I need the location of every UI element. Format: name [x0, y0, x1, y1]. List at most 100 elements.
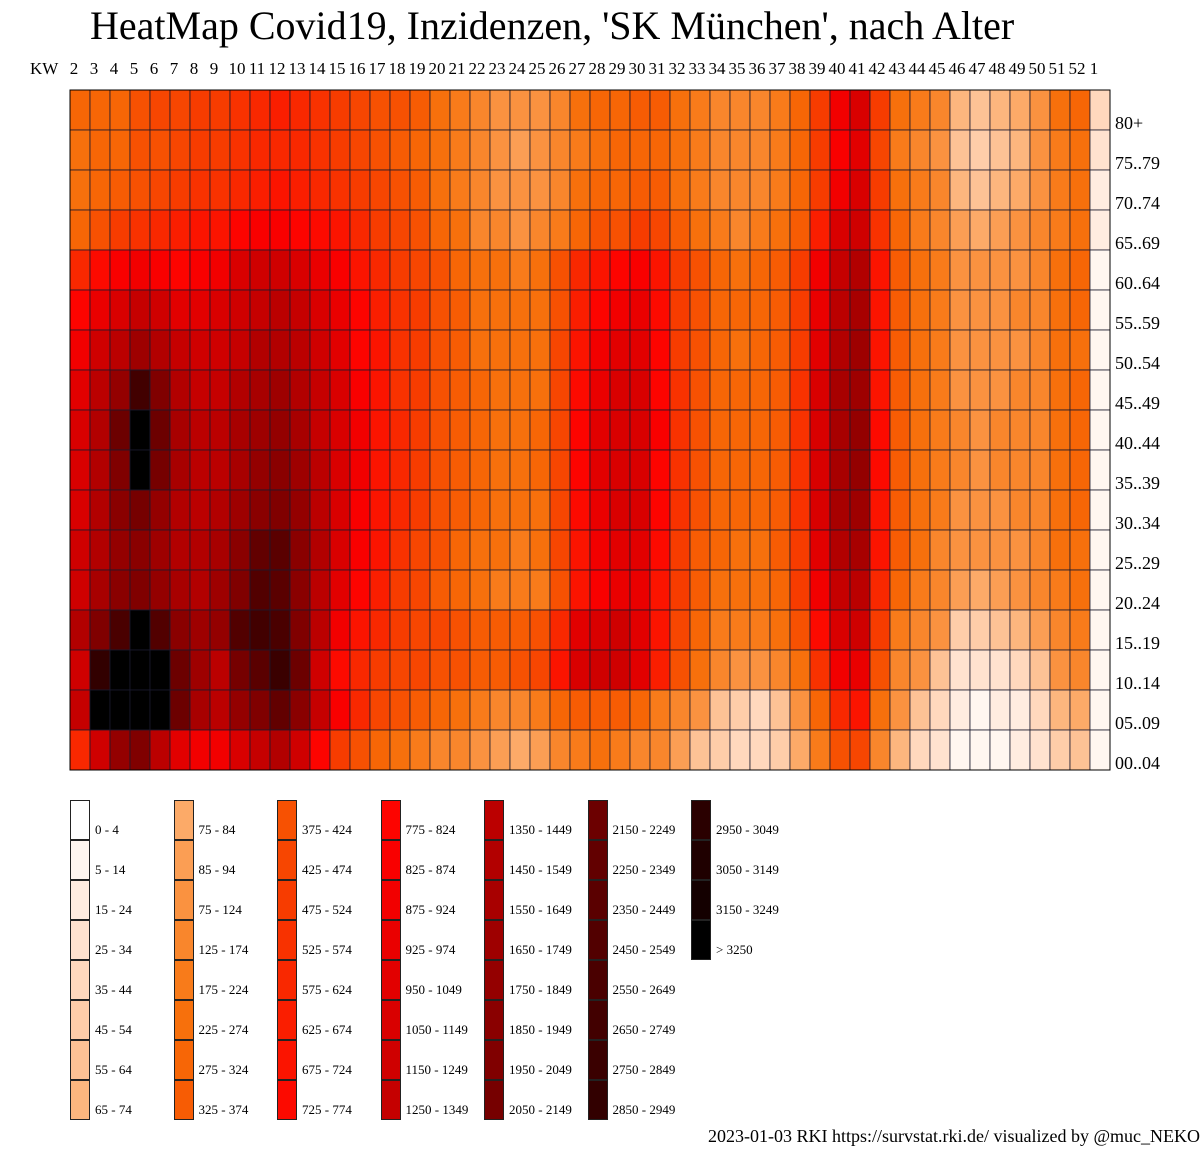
heatmap-cell — [809, 609, 831, 651]
legend-swatch — [173, 1040, 194, 1080]
heatmap-cell — [849, 729, 871, 771]
heatmap-cell — [1009, 569, 1031, 611]
heatmap-cell — [629, 449, 651, 491]
heatmap-cell — [909, 409, 931, 451]
legend-swatch — [484, 960, 504, 1000]
heatmap-cell — [529, 209, 551, 251]
legend-label: 0 - 4 — [95, 822, 119, 837]
week-tick-label: 35 — [728, 59, 746, 78]
heatmap-cell — [1029, 289, 1051, 331]
heatmap-cell — [789, 169, 811, 211]
heatmap-cell — [889, 289, 911, 331]
heatmap-cell — [949, 689, 971, 731]
heatmap-cell — [1069, 209, 1091, 251]
heatmap-cell — [329, 289, 351, 331]
heatmap-cell — [709, 649, 731, 691]
heatmap-cell — [529, 609, 551, 651]
heatmap-cell — [709, 729, 731, 771]
heatmap-cell — [609, 409, 631, 451]
week-tick-label: 28 — [588, 59, 606, 78]
heatmap-cell — [289, 529, 311, 571]
heatmap-cell — [869, 249, 891, 291]
heatmap-cell — [509, 689, 531, 731]
heatmap-cell — [1029, 489, 1051, 531]
heatmap-cell — [1089, 209, 1111, 251]
heatmap-cell — [289, 249, 311, 291]
heatmap-cell — [469, 489, 491, 531]
heatmap-cell — [89, 369, 111, 411]
heatmap-cell — [569, 489, 591, 531]
heatmap-cell — [1069, 529, 1091, 571]
heatmap-cell — [529, 289, 551, 331]
legend-label: 2350 - 2449 — [612, 902, 676, 917]
heatmap-cell — [569, 409, 591, 451]
heatmap-cell — [649, 449, 671, 491]
heatmap-cell — [169, 409, 191, 451]
heatmap-cell — [529, 689, 551, 731]
heatmap-cell — [369, 449, 391, 491]
heatmap-cell — [369, 169, 391, 211]
heatmap-cell — [629, 369, 651, 411]
heatmap-cell — [849, 329, 871, 371]
heatmap-cell — [89, 609, 111, 651]
week-tick-label: 19 — [408, 59, 426, 78]
heatmap-cell — [289, 369, 311, 411]
heatmap-cell — [949, 569, 971, 611]
heatmap-cell — [509, 529, 531, 571]
legend-swatch — [173, 960, 194, 1000]
heatmap-cell — [389, 289, 411, 331]
heatmap-cell — [569, 129, 591, 171]
week-tick-label: 37 — [768, 59, 786, 78]
heatmap-cell — [549, 489, 571, 531]
heatmap-cell — [669, 369, 691, 411]
heatmap-cell — [1089, 489, 1111, 531]
heatmap-cell — [389, 609, 411, 651]
week-tick-label: 17 — [368, 59, 386, 78]
heatmap-cell — [489, 89, 511, 131]
heatmap-cell — [349, 129, 371, 171]
week-tick-label: 14 — [308, 59, 326, 78]
heatmap-cell — [709, 249, 731, 291]
week-tick-label: 3 — [89, 59, 99, 78]
week-tick-label: 39 — [808, 59, 826, 78]
heatmap-cell — [509, 169, 531, 211]
heatmap-cell — [389, 649, 411, 691]
heatmap-cell — [909, 689, 931, 731]
heatmap-cell — [749, 569, 771, 611]
heatmap-cell — [989, 89, 1011, 131]
heatmap-cell — [1009, 489, 1031, 531]
legend-label: 925 - 974 — [405, 942, 456, 957]
heatmap-cell — [149, 409, 171, 451]
heatmap-cell — [1089, 249, 1111, 291]
heatmap-cell — [289, 89, 311, 131]
heatmap-cell — [89, 409, 111, 451]
heatmap-cell — [649, 329, 671, 371]
heatmap-cell — [929, 449, 951, 491]
heatmap-cell — [89, 89, 111, 131]
heatmap-cell — [729, 289, 751, 331]
heatmap-cell — [509, 569, 531, 611]
heatmap-cell — [869, 449, 891, 491]
legend-swatch — [70, 1000, 90, 1040]
heatmap-cell — [709, 609, 731, 651]
heatmap-cell — [809, 129, 831, 171]
heatmap-cell — [789, 609, 811, 651]
heatmap-cell — [409, 129, 431, 171]
heatmap-cell — [149, 529, 171, 571]
heatmap-cell — [89, 249, 111, 291]
heatmap-cell — [629, 689, 651, 731]
legend-swatch — [484, 1000, 504, 1040]
legend-swatch — [587, 960, 608, 1000]
legend-label: 65 - 74 — [95, 1102, 132, 1117]
heatmap-cell — [169, 369, 191, 411]
heatmap-cell — [589, 609, 611, 651]
heatmap-cell — [609, 689, 631, 731]
heatmap-cell — [929, 289, 951, 331]
heatmap-cell — [409, 169, 431, 211]
week-tick-label: 52 — [1068, 59, 1086, 78]
heatmap-cell — [449, 569, 471, 611]
heatmap-cell — [209, 329, 231, 371]
heatmap-cell — [709, 129, 731, 171]
heatmap-cell — [329, 169, 351, 211]
heatmap-cell — [389, 369, 411, 411]
